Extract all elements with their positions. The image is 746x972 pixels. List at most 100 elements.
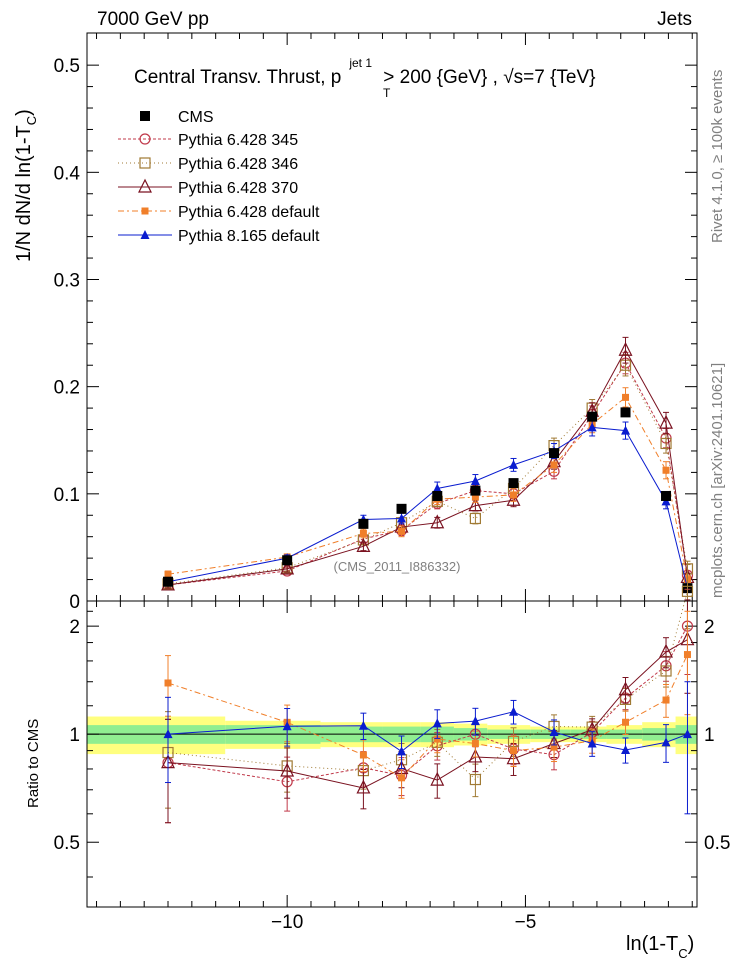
ratio-plot-frame <box>86 600 698 908</box>
y-tick-label: 0.2 <box>54 378 80 399</box>
ratio-y-tick-label: 1 <box>704 725 715 746</box>
series-pythia-6-428-370 <box>161 336 695 591</box>
ratio-point <box>549 726 559 736</box>
ratio-point <box>659 643 673 658</box>
chart-title: Central Transv. Thrust, pjet 1 > 200 {Ge… <box>134 56 596 88</box>
series-pythia-6-428-345-ratio <box>162 588 694 824</box>
data-point <box>164 570 172 578</box>
data-point <box>356 538 371 552</box>
series-cms <box>163 407 693 594</box>
data-point <box>662 466 670 474</box>
ratio-point <box>359 751 367 759</box>
ratio-line <box>167 654 688 779</box>
events-label: Rivet 4.1.0, ≥ 100k events <box>709 70 726 243</box>
data-point <box>469 512 481 525</box>
data-point <box>509 459 519 469</box>
ratio-point <box>358 720 368 730</box>
ratio-y-tick-label: 0.5 <box>704 833 730 854</box>
data-point <box>660 437 672 450</box>
analysis-watermark: (CMS_2011_I886332) <box>334 559 461 574</box>
ratio-point <box>280 762 295 777</box>
ratio-point <box>661 737 671 747</box>
y-tick-label: 0.1 <box>54 485 80 506</box>
ratio-point <box>681 585 694 597</box>
series-pythia-6-428-345 <box>162 351 694 591</box>
series-pythia-6-428-default-ratio <box>164 610 691 799</box>
x-tick-label: −10 <box>271 912 303 933</box>
series-line <box>167 426 688 589</box>
ratio-point <box>621 745 631 755</box>
ratio-point <box>163 729 173 739</box>
ratio-point <box>356 779 371 794</box>
series-pythia-6-428-346-ratio <box>162 560 694 809</box>
y-tick-label: 0.5 <box>54 56 80 77</box>
data-point <box>470 475 480 485</box>
ratio-y-axis-label: Ratio to CMS <box>25 719 42 808</box>
data-point <box>471 493 479 501</box>
ratio-point <box>471 740 479 748</box>
ratio-point <box>470 716 480 726</box>
ratio-point <box>510 747 518 755</box>
ratio-line <box>167 625 688 783</box>
ratio-point <box>683 651 691 659</box>
legend-marker <box>139 157 151 169</box>
y-axis-label: 1/N dN/d ln(1-TC) <box>13 109 39 262</box>
data-point <box>659 414 673 429</box>
series-line <box>167 349 688 586</box>
cms-data-point <box>620 407 631 418</box>
series-pythia-6-428-370-ratio <box>161 599 695 824</box>
data-point <box>587 422 597 432</box>
data-point <box>430 514 445 529</box>
legend-entry-series-pythia-8-165-default: Pythia 8.165 default <box>118 228 320 245</box>
legend-label: Pythia 6.428 346 <box>178 156 298 173</box>
cms-data-point <box>432 490 443 501</box>
ratio-y-tick-label: 1 <box>69 725 80 746</box>
cms-data-point <box>358 518 369 529</box>
ratio-y-tick-label: 2 <box>69 617 80 638</box>
data-point <box>618 341 633 356</box>
ratio-point <box>587 738 597 748</box>
cms-data-point <box>549 448 560 459</box>
ratio-line <box>167 639 688 789</box>
header-left: 7000 GeV pp <box>97 9 209 30</box>
data-point <box>510 491 518 499</box>
legend-entry-series-pythia-6-428-370: Pythia 6.428 370 <box>118 178 298 197</box>
ratio-line <box>167 711 688 753</box>
ratio-point <box>397 746 407 756</box>
data-point <box>397 513 407 523</box>
legend-marker <box>138 178 152 193</box>
ratio-point <box>509 706 519 716</box>
ratio-point <box>468 748 483 763</box>
ratio-point <box>164 679 172 687</box>
cms-data-point <box>282 555 293 566</box>
ratio-y-tick-label: 0.5 <box>54 833 80 854</box>
x-axis-label: ln(1-TC) <box>626 933 694 961</box>
data-point <box>550 461 558 469</box>
legend-entry-cms: CMS <box>140 109 214 126</box>
series-pythia-6-428-346 <box>162 354 694 590</box>
legend-entry-series-pythia-6-428-346: Pythia 6.428 346 <box>118 156 298 173</box>
data-point <box>621 425 631 435</box>
ratio-point <box>398 774 406 782</box>
data-point <box>359 529 367 537</box>
legend-label: Pythia 6.428 default <box>178 204 320 221</box>
legend-entry-series-pythia-6-428-default: Pythia 6.428 default <box>118 204 320 221</box>
series-line <box>167 364 688 585</box>
legend-marker <box>140 230 150 239</box>
cms-data-point <box>396 503 407 514</box>
legend-entry-series-pythia-6-428-345: Pythia 6.428 345 <box>118 132 298 149</box>
series-pythia-6-428-default <box>164 387 691 585</box>
header-right: Jets <box>657 9 692 30</box>
ratio-point <box>432 718 442 728</box>
series-line <box>167 396 688 580</box>
series-line <box>167 362 688 586</box>
ratio-point <box>682 729 692 739</box>
series-pythia-8-165-default-ratio <box>163 681 692 815</box>
data-point <box>468 497 483 512</box>
y-tick-label: 0.4 <box>54 163 81 184</box>
data-point <box>622 393 630 401</box>
legend-label: Pythia 6.428 345 <box>178 132 298 149</box>
ratio-point <box>662 696 670 704</box>
legend-label: Pythia 6.428 370 <box>178 180 298 197</box>
data-point <box>398 527 406 535</box>
